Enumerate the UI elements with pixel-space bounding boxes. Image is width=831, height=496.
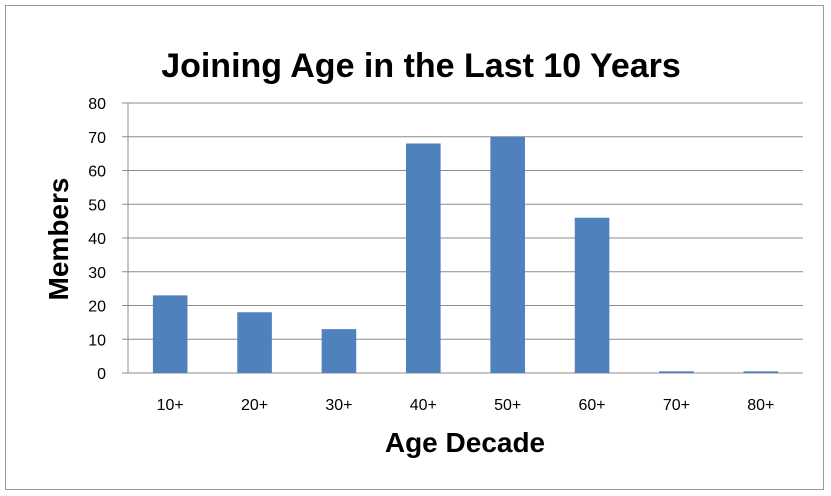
bar-20plus	[237, 312, 272, 373]
x-tick-label: 30+	[325, 397, 352, 414]
bar-50plus	[490, 136, 525, 373]
y-tick-label: 50	[88, 197, 106, 214]
x-tick-label: 60+	[578, 397, 605, 414]
x-tick-label: 80+	[747, 397, 774, 414]
bar-40plus	[406, 143, 441, 373]
x-axis-ticks: 10+ 20+ 30+ 40+ 50+ 60+ 70+ 80+	[157, 397, 775, 414]
bar-60plus	[574, 217, 610, 373]
bar-80plus	[743, 371, 779, 373]
y-tick-label: 20	[88, 299, 106, 316]
y-tick-label: 10	[88, 332, 106, 349]
gridlines	[122, 102, 803, 374]
x-tick-label: 50+	[494, 397, 521, 414]
y-tick-label: 80	[88, 96, 106, 113]
x-tick-label: 70+	[663, 397, 690, 414]
y-tick-label: 70	[88, 130, 106, 147]
x-tick-label: 40+	[410, 397, 437, 414]
y-tick-label: 40	[88, 231, 106, 248]
y-tick-label: 60	[88, 164, 106, 181]
y-tick-label: 30	[88, 265, 106, 282]
bar-10plus	[152, 295, 188, 373]
bar-30plus	[321, 329, 357, 373]
chart-title: Joining Age in the Last 10 Years	[161, 47, 681, 85]
x-axis-title: Age Decade	[385, 427, 545, 458]
x-tick-label: 10+	[157, 397, 184, 414]
bars	[152, 136, 779, 373]
y-tick-label: 0	[97, 366, 106, 383]
x-tick-label: 20+	[241, 397, 268, 414]
y-axis-title: Members	[43, 178, 74, 301]
y-axis-ticks: 0 10 20 30 40 50 60 70 80	[88, 96, 106, 383]
bar-70plus	[659, 371, 694, 373]
